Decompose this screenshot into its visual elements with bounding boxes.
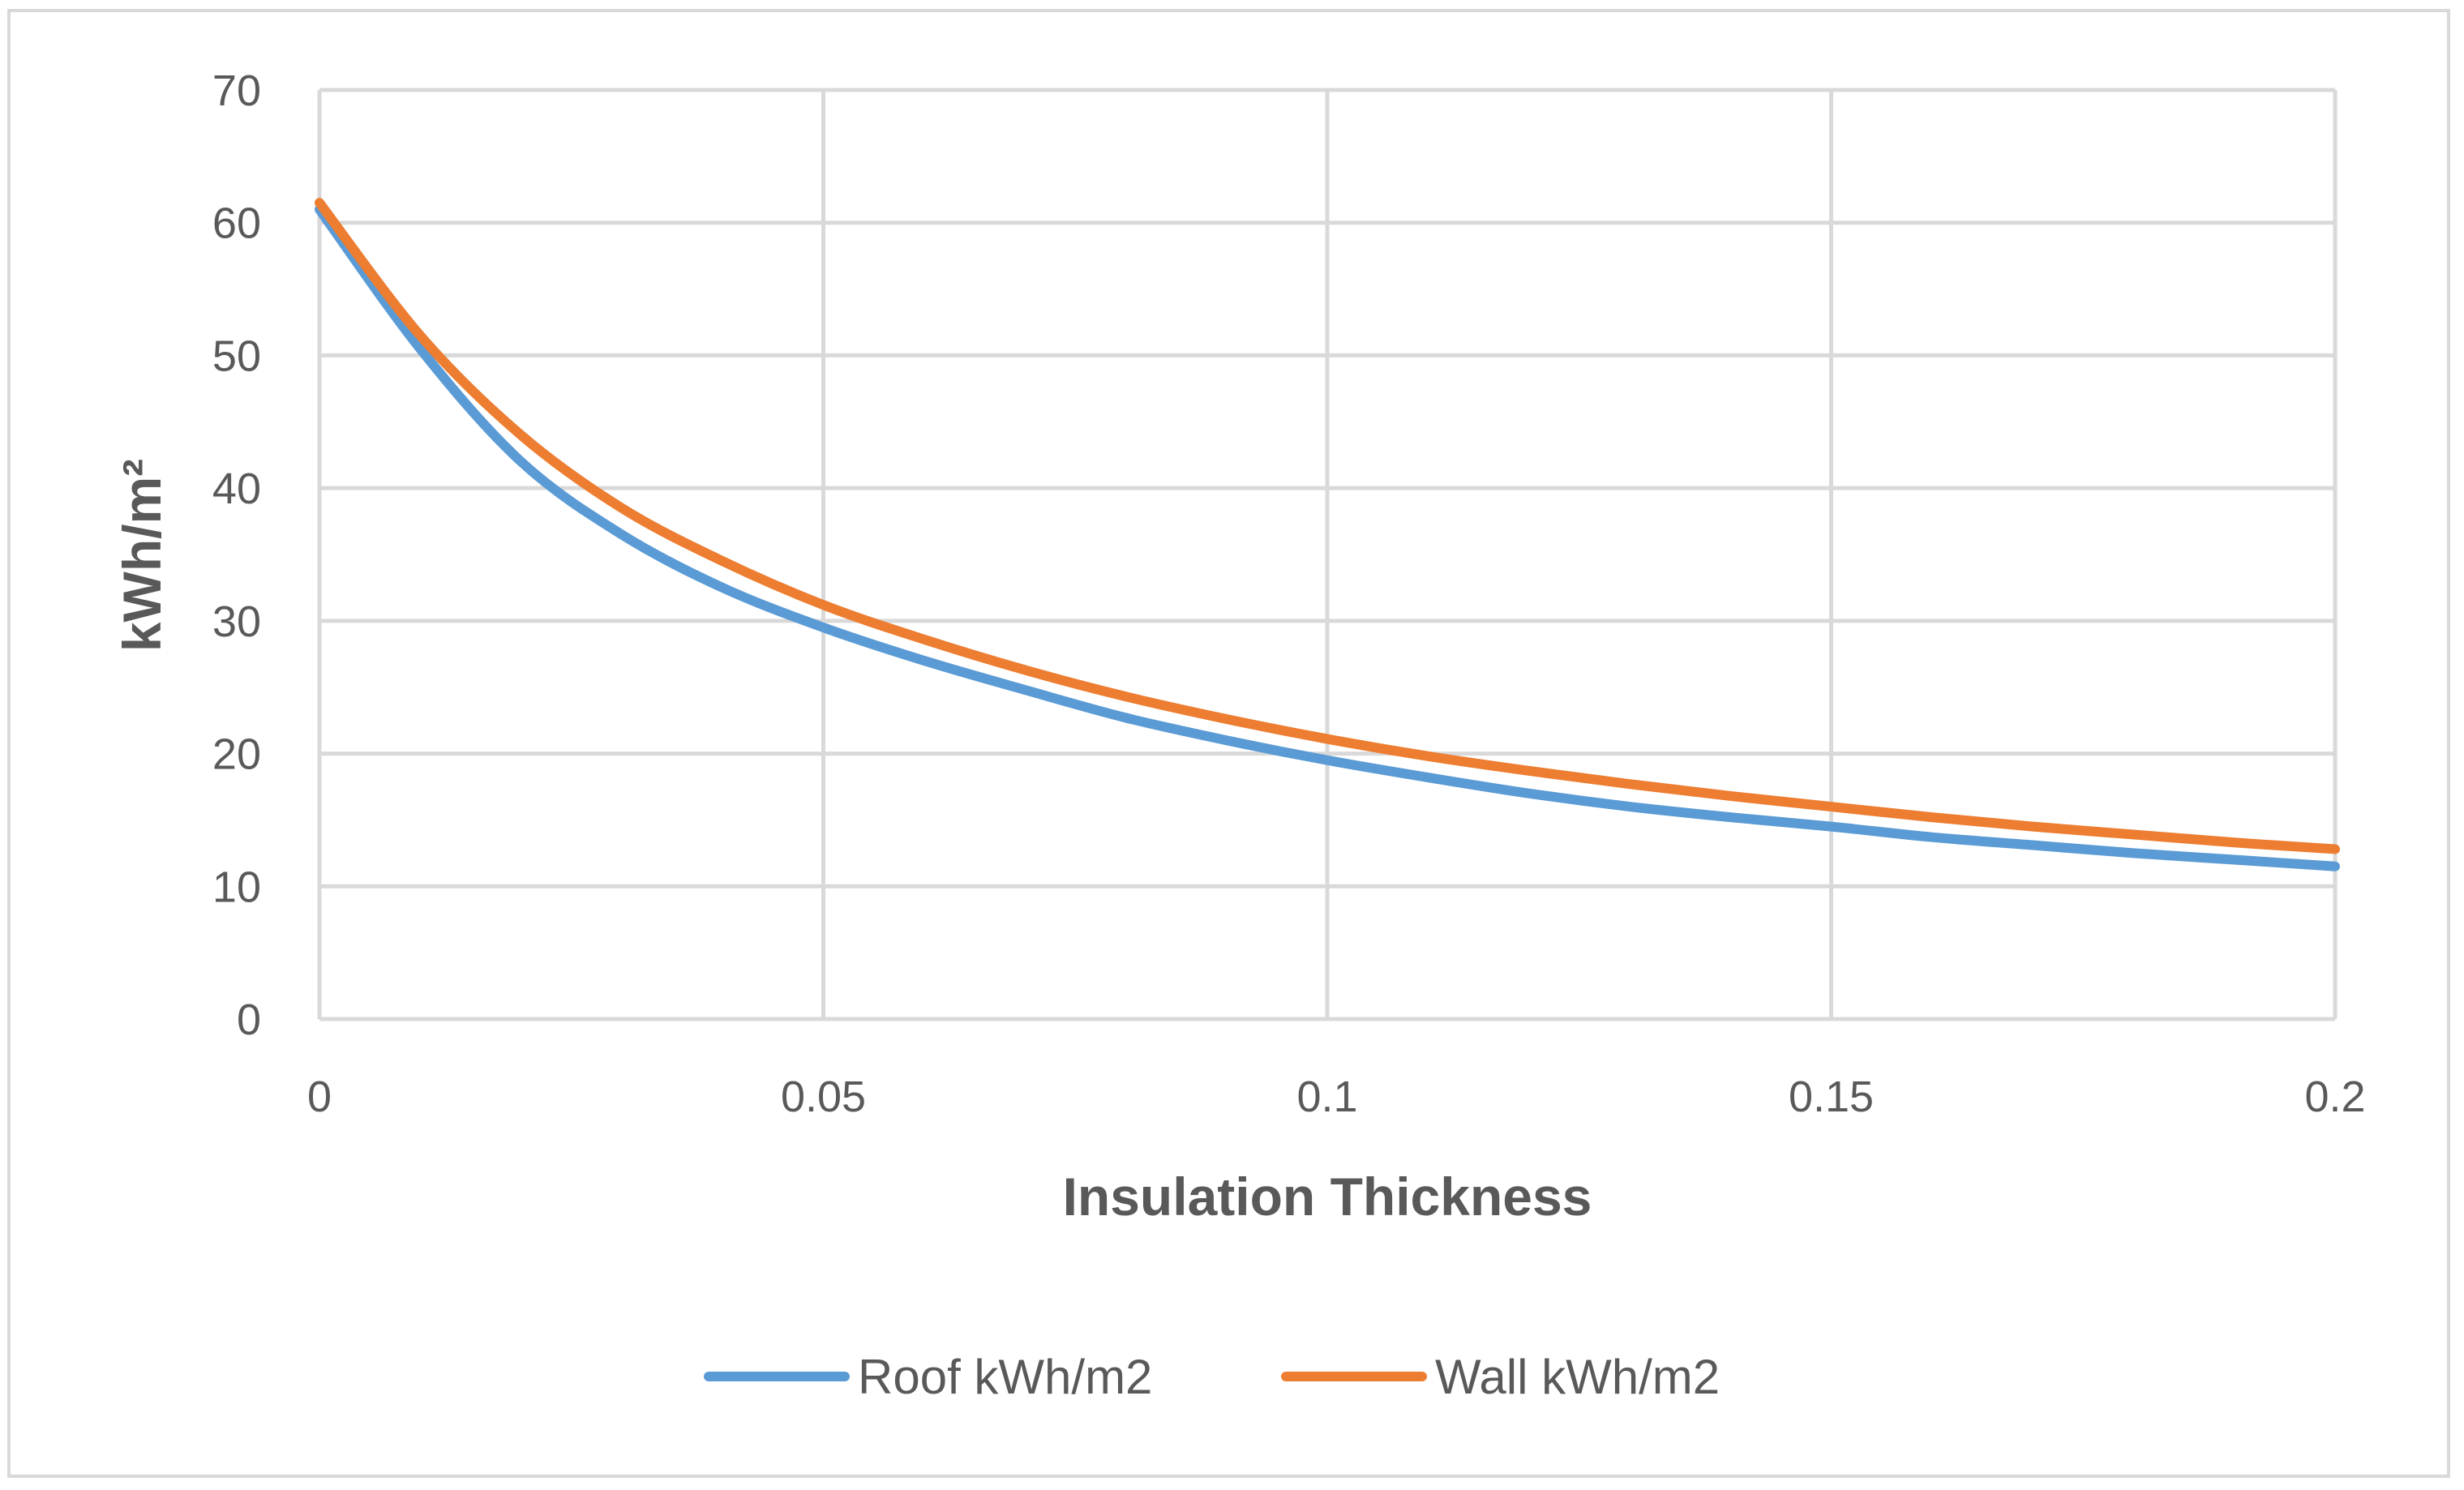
x-tick-label: 0.05 [781,1073,866,1121]
x-tick-label: 0 [307,1073,332,1121]
grid-lines [319,88,2338,1019]
series-lines [315,198,2340,871]
legend: Roof kWh/m2 Wall kWh/m2 [704,1350,1720,1404]
y-tick-label: 60 [212,199,261,248]
y-tick-label: 20 [212,730,261,779]
y-tick-label: 40 [212,465,261,513]
x-tick-label: 0.1 [1296,1073,1357,1121]
series-line-wall [315,198,2340,854]
series-line-roof [315,204,2340,871]
y-tick-label: 70 [212,66,261,115]
y-tick-label: 0 [237,995,261,1044]
legend-label-wall: Wall kWh/m2 [1435,1350,1720,1404]
legend-label-roof: Roof kWh/m2 [858,1350,1152,1404]
x-tick-label: 0.2 [2304,1073,2365,1121]
y-axis-title: kWh/m² [112,459,172,652]
x-tick-label: 0.15 [1789,1073,1874,1121]
x-tick-labels: 0 0.05 0.1 0.15 0.2 [307,1073,2366,1121]
y-tick-labels: 0 10 20 30 40 50 60 70 [212,66,261,1044]
y-tick-label: 50 [212,332,261,380]
y-tick-label: 30 [212,597,261,646]
y-tick-label: 10 [212,863,261,911]
axes [317,90,2335,1021]
x-axis-title: Insulation Thickness [1063,1167,1592,1227]
